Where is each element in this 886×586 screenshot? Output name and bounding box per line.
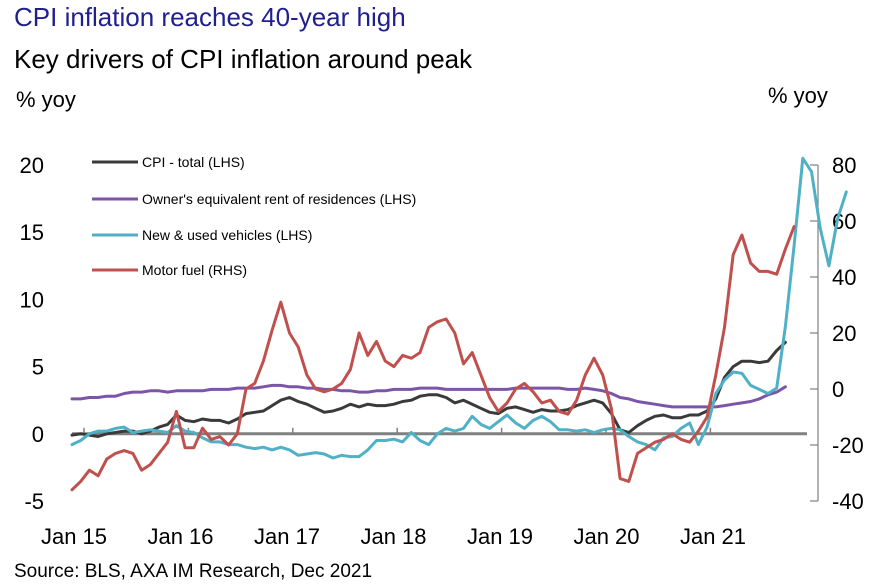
x-tick-label: Jan 19 xyxy=(467,524,533,549)
left-tick-label: 20 xyxy=(20,153,44,178)
series-line-0 xyxy=(70,340,787,438)
chart-series xyxy=(70,156,848,492)
series-line-3 xyxy=(70,225,796,492)
right-tick-label: -20 xyxy=(832,433,864,458)
series-line-1 xyxy=(70,383,787,409)
x-tick-label: Jan 20 xyxy=(573,524,639,549)
right-tick-label: 0 xyxy=(832,377,844,402)
left-tick-label: 0 xyxy=(32,422,44,447)
legend-label: Motor fuel (RHS) xyxy=(142,262,247,278)
left-axis-unit-label: % yoy xyxy=(16,87,76,112)
chart-subtitle: Key drivers of CPI inflation around peak xyxy=(14,44,473,74)
left-tick-label: 10 xyxy=(20,287,44,312)
right-tick-label: 80 xyxy=(832,153,856,178)
x-tick-label: Jan 17 xyxy=(254,524,320,549)
right-axis-unit-label: % yoy xyxy=(768,83,828,108)
right-tick-label: 20 xyxy=(832,321,856,346)
x-tick-label: Jan 18 xyxy=(360,524,426,549)
source-note: Source: BLS, AXA IM Research, Dec 2021 xyxy=(14,561,373,582)
x-tick-label: Jan 21 xyxy=(680,524,746,549)
left-tick-label: 5 xyxy=(32,355,44,380)
x-tick-label: Jan 16 xyxy=(147,524,213,549)
right-tick-label: 40 xyxy=(832,265,856,290)
legend-label: Owner's equivalent rent of residences (L… xyxy=(142,191,416,207)
x-tick-label: Jan 15 xyxy=(41,524,107,549)
left-tick-label: -5 xyxy=(24,489,44,514)
left-tick-label: 15 xyxy=(20,220,44,245)
legend-label: CPI - total (LHS) xyxy=(142,154,245,170)
right-tick-label: -40 xyxy=(832,489,864,514)
chart-legend: CPI - total (LHS) Owner's equivalent rent… xyxy=(92,154,416,278)
series-line-2 xyxy=(70,156,848,460)
chart-title: CPI inflation reaches 40-year high xyxy=(14,2,406,32)
legend-label: New & used vehicles (LHS) xyxy=(142,227,312,243)
